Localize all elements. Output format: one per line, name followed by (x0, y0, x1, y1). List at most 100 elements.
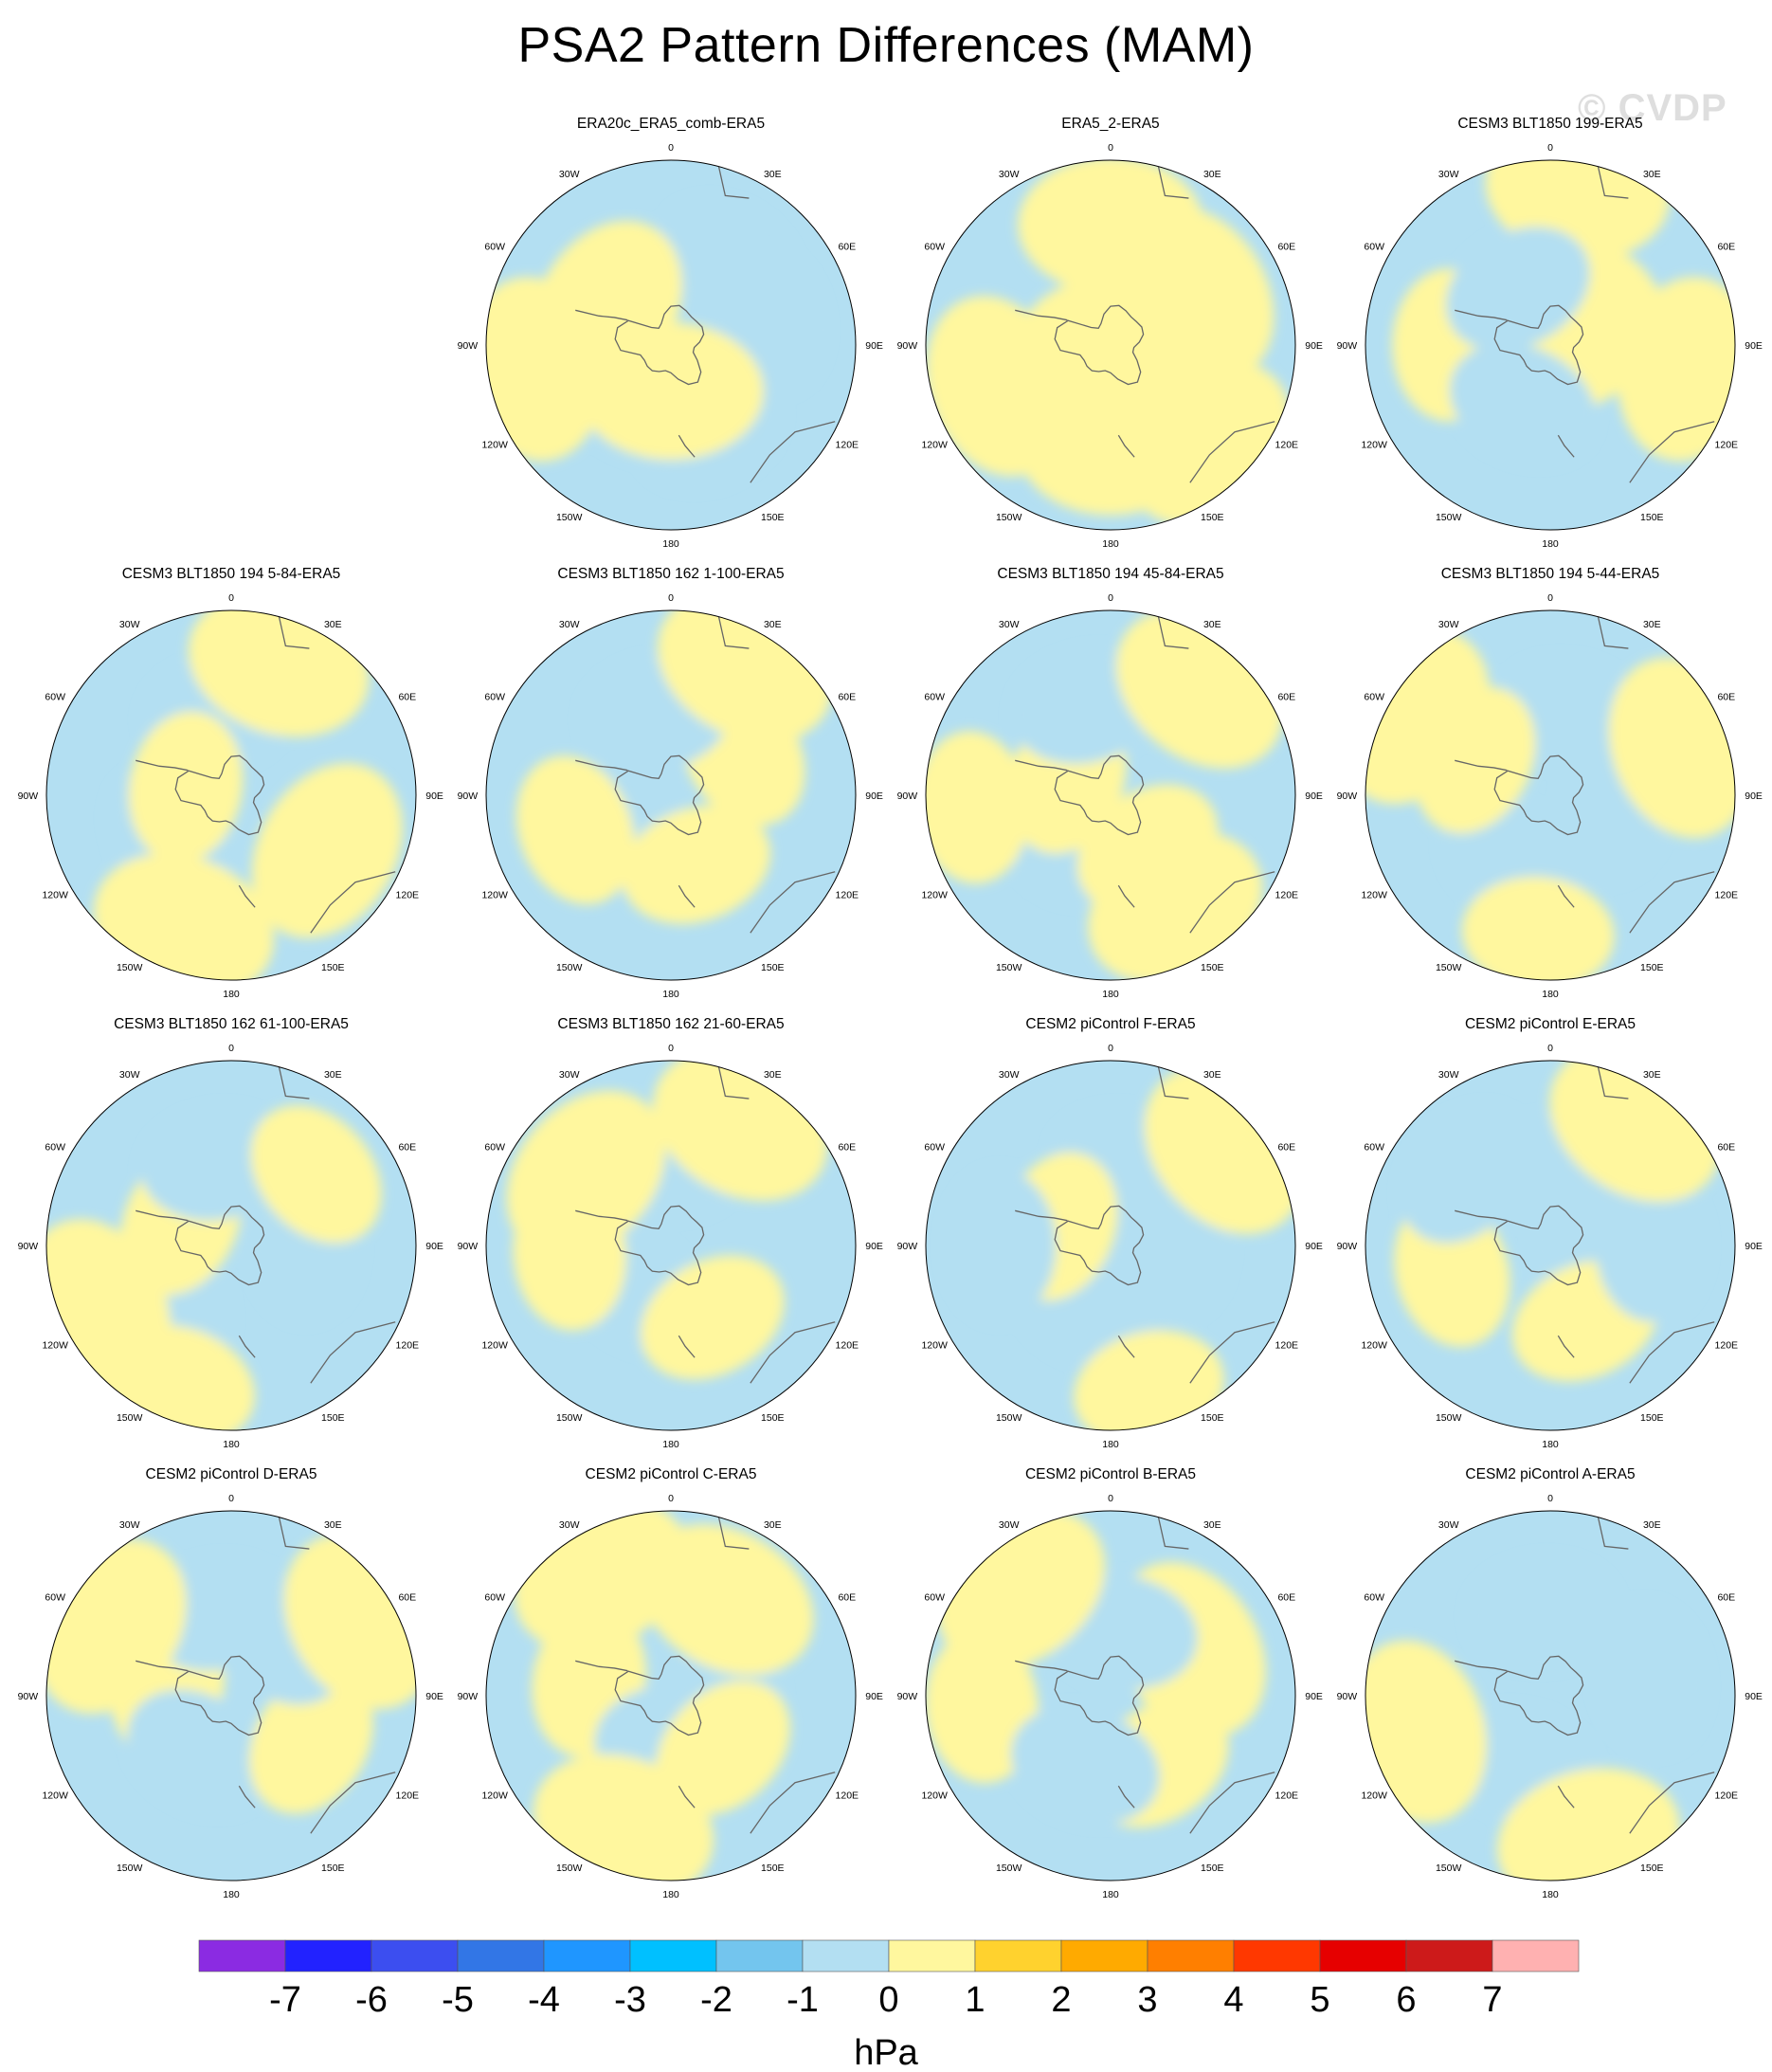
map-panel: CESM3 BLT1850 194 5-44-ERA5 0 30E 60E 90E 120… (1330, 566, 1770, 1011)
longitude-label: 30E (1203, 169, 1221, 180)
panel-title: ERA20c_ERA5_comb-ERA5 (576, 116, 766, 132)
longitude-label: 0 (1547, 1043, 1553, 1054)
colorbar-tick-label: -3 (614, 1980, 646, 2020)
longitude-label: 120E (1275, 1340, 1299, 1352)
new-zealand-coastline (1117, 434, 1135, 458)
longitude-label: 30E (764, 1519, 782, 1531)
longitude-label: 60W (45, 1592, 65, 1604)
australia-coastline (310, 1321, 396, 1384)
longitude-label: 150W (1436, 1412, 1462, 1424)
longitude-label: 90E (425, 1691, 443, 1702)
colorbar-tick-label: -1 (787, 1980, 819, 2020)
longitude-label: 90E (425, 791, 443, 802)
colorbar-swatch (802, 1939, 890, 1972)
pressure-anomaly-blob (1446, 227, 1590, 352)
map-panel: ERA20c_ERA5_comb-ERA5 0 30E 60E 90E 120E 150E 1… (451, 116, 891, 561)
longitude-label: 90E (425, 1241, 443, 1252)
polar-map: 0 30E 60E 90E 120E 150E 180 150W 120W 90W 60W 30W (458, 1493, 883, 1900)
longitude-label: 30E (324, 619, 342, 630)
longitude-label: 180 (662, 989, 679, 1000)
polar-map: 0 30E 60E 90E 120E 150E 180 150W 120W 90W 60W 30W (18, 592, 443, 1000)
longitude-label: 30E (324, 1519, 342, 1531)
longitude-label: 30E (1203, 1519, 1221, 1531)
longitude-label: 120W (1361, 890, 1387, 901)
longitude-label: 30E (1643, 619, 1661, 630)
colorbar-swatch (888, 1939, 976, 1972)
antarctica-coastline (1054, 1205, 1145, 1286)
pressure-anomaly-blob (515, 755, 635, 905)
pressure-anomaly-blob (641, 1255, 785, 1380)
longitude-label: 30W (119, 1519, 140, 1531)
colorbar-tick-label: 0 (878, 1980, 898, 2020)
longitude-label: 90E (1745, 791, 1763, 802)
panel-title: ERA5_2-ERA5 (1061, 116, 1160, 132)
longitude-label: 60W (484, 242, 505, 253)
longitude-label: 120E (1715, 1790, 1739, 1802)
antarctica-coastline (614, 1655, 705, 1736)
longitude-label: 60E (398, 692, 416, 703)
longitude-label: 30E (1203, 619, 1221, 630)
polar-map: 0 30E 60E 90E 120E 150E 180 150W 120W 90W 60W 30W (18, 1493, 443, 1900)
australia-coastline (1189, 1772, 1275, 1834)
colorbar-swatch (198, 1939, 286, 1972)
longitude-label: 90E (1305, 791, 1323, 802)
south-america-coastline (575, 1660, 628, 1672)
longitude-label: 90W (458, 1241, 479, 1252)
antarctica-coastline (1054, 1655, 1145, 1736)
polar-map: 0 30E 60E 90E 120E 150E 180 150W 120W 90W 60W 30W (458, 1043, 883, 1450)
map-panel: CESM2 piControl A-ERA5 0 30E 60E 90E 120E 150E… (1330, 1466, 1770, 1912)
longitude-label: 30W (119, 619, 140, 630)
colorbar-tick-label: -4 (528, 1980, 560, 2020)
longitude-label: 120W (921, 440, 948, 451)
longitude-label: 60W (924, 242, 945, 253)
antarctica-coastline (174, 1205, 265, 1286)
new-zealand-coastline (238, 884, 256, 908)
longitude-label: 180 (662, 538, 679, 550)
map-panel: CESM3 BLT1850 162 21-60-ERA5 0 30E 60E 90E 12… (451, 1016, 891, 1462)
antarctica-coastline (1054, 304, 1145, 386)
antarctica-coastline (1054, 754, 1145, 836)
longitude-label: 0 (668, 1043, 674, 1054)
polar-map: 0 30E 60E 90E 120E 150E 180 150W 120W 90W 60W 30W (458, 592, 883, 1000)
longitude-label: 150W (556, 512, 583, 523)
figure-title: PSA2 Pattern Differences (MAM) (517, 18, 1255, 73)
longitude-label: 90E (865, 791, 883, 802)
colorbar-swatch (1492, 1939, 1580, 1972)
longitude-label: 30E (764, 169, 782, 180)
longitude-label: 150W (996, 1863, 1022, 1874)
map-border (485, 159, 857, 531)
africa-coastline (278, 1066, 310, 1100)
africa-coastline (278, 616, 310, 649)
longitude-label: 120E (1275, 890, 1299, 901)
colorbar-swatch (974, 1939, 1062, 1972)
colorbar-swatch (284, 1939, 372, 1972)
new-zealand-coastline (238, 1335, 256, 1358)
map-border (925, 1510, 1296, 1881)
longitude-label: 90E (865, 1691, 883, 1702)
colorbar-swatch (1060, 1939, 1148, 1972)
longitude-label: 180 (1542, 1439, 1559, 1450)
map-panel: CESM3 BLT1850 162 1-100-ERA5 0 30E 60E 90E 12… (451, 566, 891, 1011)
pressure-anomaly-blob (249, 1669, 373, 1814)
africa-coastline (1157, 166, 1189, 199)
pressure-anomaly-blob (656, 1681, 790, 1815)
colorbar-tick-label: 1 (965, 1980, 985, 2020)
pressure-anomaly-blob (1010, 1705, 1160, 1825)
map-panel: CESM3 BLT1850 162 61-100-ERA5 0 30E 60E 90E 1… (11, 1016, 451, 1462)
australia-coastline (1189, 421, 1275, 483)
africa-coastline (1597, 616, 1629, 649)
longitude-label: 90W (1337, 340, 1358, 352)
longitude-label: 120W (481, 1790, 508, 1802)
pressure-anomaly-blob (127, 1689, 271, 1814)
polar-map: 0 30E 60E 90E 120E 150E 180 150W 120W 90W 60W 30W (458, 142, 883, 550)
australia-coastline (1189, 871, 1275, 934)
longitude-label: 120E (836, 1790, 859, 1802)
colorbar-swatch (629, 1939, 717, 1972)
longitude-label: 0 (1547, 142, 1553, 154)
longitude-label: 90W (897, 1241, 918, 1252)
south-america-coastline (136, 759, 189, 772)
longitude-label: 150E (1640, 512, 1664, 523)
longitude-label: 0 (1108, 592, 1113, 604)
longitude-label: 120W (921, 1340, 948, 1352)
